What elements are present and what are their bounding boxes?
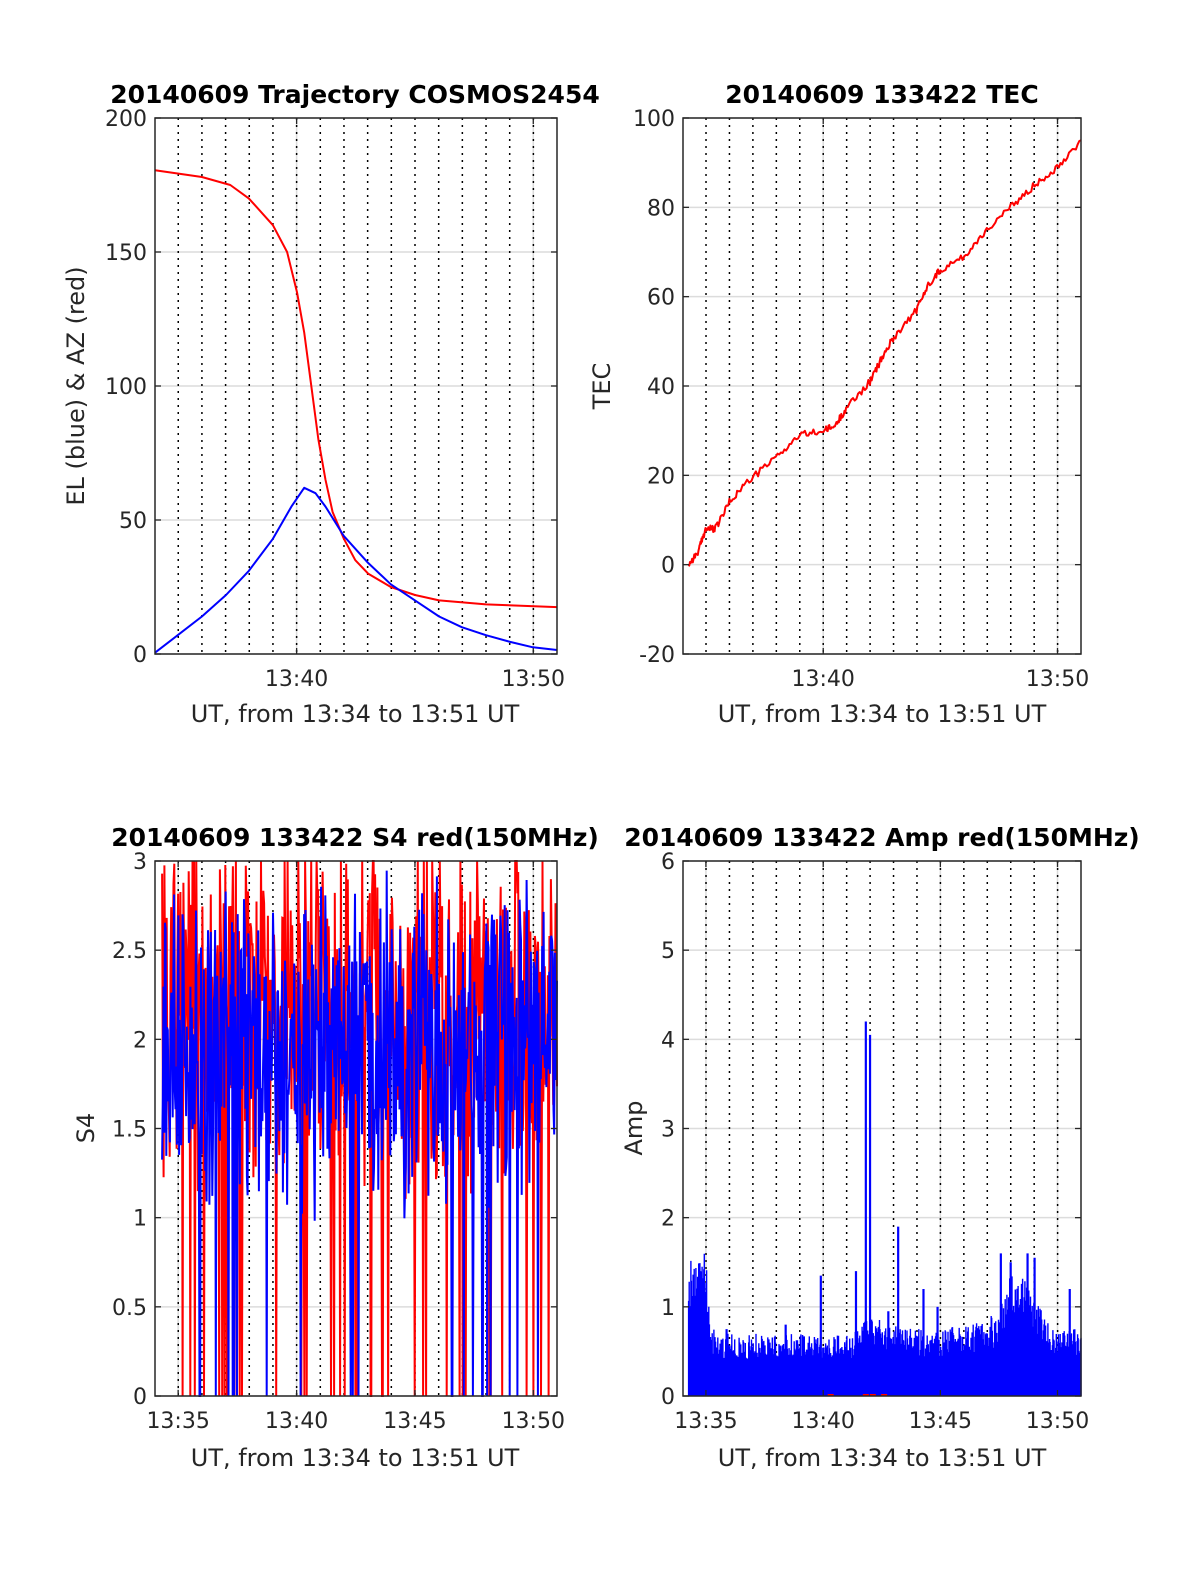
panel-title: 20140609 Trajectory COSMOS2454 [110, 80, 600, 109]
y-tick-label: 0 [661, 554, 675, 579]
x-tick-label: 13:50 [1026, 667, 1089, 692]
y-axis-label: S4 [72, 1113, 100, 1144]
y-tick-label: 200 [105, 107, 147, 132]
x-tick-label: 13:45 [909, 1409, 972, 1434]
y-tick-label: -20 [639, 643, 675, 668]
y-tick-label: 100 [105, 375, 147, 400]
panel-title: 20140609 133422 S4 red(150MHz) [111, 823, 599, 852]
x-axis-label: UT, from 13:34 to 13:51 UT [718, 1444, 1047, 1472]
x-tick-label: 13:45 [383, 1409, 446, 1434]
panel-title: 20140609 133422 Amp red(150MHz) [624, 823, 1140, 852]
series-line [161, 870, 558, 1397]
x-tick-label: 13:35 [674, 1409, 737, 1434]
series-fill [687, 1253, 1082, 1396]
y-tick-label: 0.5 [112, 1296, 147, 1321]
y-tick-label: 3 [133, 850, 147, 875]
y-tick-label: 1 [661, 1296, 675, 1321]
y-tick-label: 3 [661, 1118, 675, 1143]
x-axis-label: UT, from 13:34 to 13:51 UT [718, 700, 1047, 728]
panel-amp: 20140609 133422 Amp red(150MHz) 0 1 2 3 4 5 6 1… [620, 823, 1140, 1472]
x-tick-label: 13:40 [265, 1409, 328, 1434]
x-tick-label: 13:40 [792, 1409, 855, 1434]
x-tick-label: 13:40 [265, 667, 328, 692]
x-axis-label: UT, from 13:34 to 13:51 UT [191, 700, 520, 728]
x-tick-label: 13:50 [502, 667, 565, 692]
y-tick-label: 100 [633, 107, 675, 132]
x-tick-label: 13:35 [146, 1409, 209, 1434]
y-tick-label: 5 [661, 939, 675, 964]
series-line [154, 169, 558, 609]
y-tick-label: 1 [133, 1207, 147, 1232]
y-tick-label: 0 [133, 1385, 147, 1410]
y-axis-label: TEC [588, 363, 616, 411]
y-tick-label: 0 [661, 1385, 675, 1410]
y-tick-label: 1.5 [112, 1118, 147, 1143]
series-line [687, 139, 1082, 567]
panel-tec: 20140609 133422 TEC -20 0 20 40 60 80 100 13:40… [588, 80, 1089, 728]
y-tick-label: 20 [647, 464, 675, 489]
y-tick-label: 2 [661, 1207, 675, 1232]
panel-title: 20140609 133422 TEC [725, 80, 1038, 109]
y-tick-label: 50 [119, 509, 147, 534]
y-tick-label: 2.5 [112, 939, 147, 964]
y-tick-label: 40 [647, 375, 675, 400]
y-tick-label: 0 [133, 643, 147, 668]
x-tick-label: 13:40 [792, 667, 855, 692]
panel-s4: 20140609 133422 S4 red(150MHz) 0 0.5 1 1.5 2… [72, 823, 599, 1472]
y-axis-label: Amp [620, 1100, 648, 1155]
y-tick-label: 2 [133, 1028, 147, 1053]
series-line [154, 486, 558, 654]
y-tick-label: 80 [647, 196, 675, 221]
panel-trajectory: 20140609 Trajectory COSMOS2454 0 50 100 150… [62, 80, 600, 728]
y-tick-label: 150 [105, 241, 147, 266]
y-tick-label: 60 [647, 286, 675, 311]
y-tick-label: 4 [661, 1028, 675, 1053]
y-tick-label: 6 [661, 850, 675, 875]
x-tick-label: 13:50 [1026, 1409, 1089, 1434]
x-axis-label: UT, from 13:34 to 13:51 UT [191, 1444, 520, 1472]
y-axis-label: EL (blue) & AZ (red) [62, 266, 90, 505]
x-tick-label: 13:50 [502, 1409, 565, 1434]
